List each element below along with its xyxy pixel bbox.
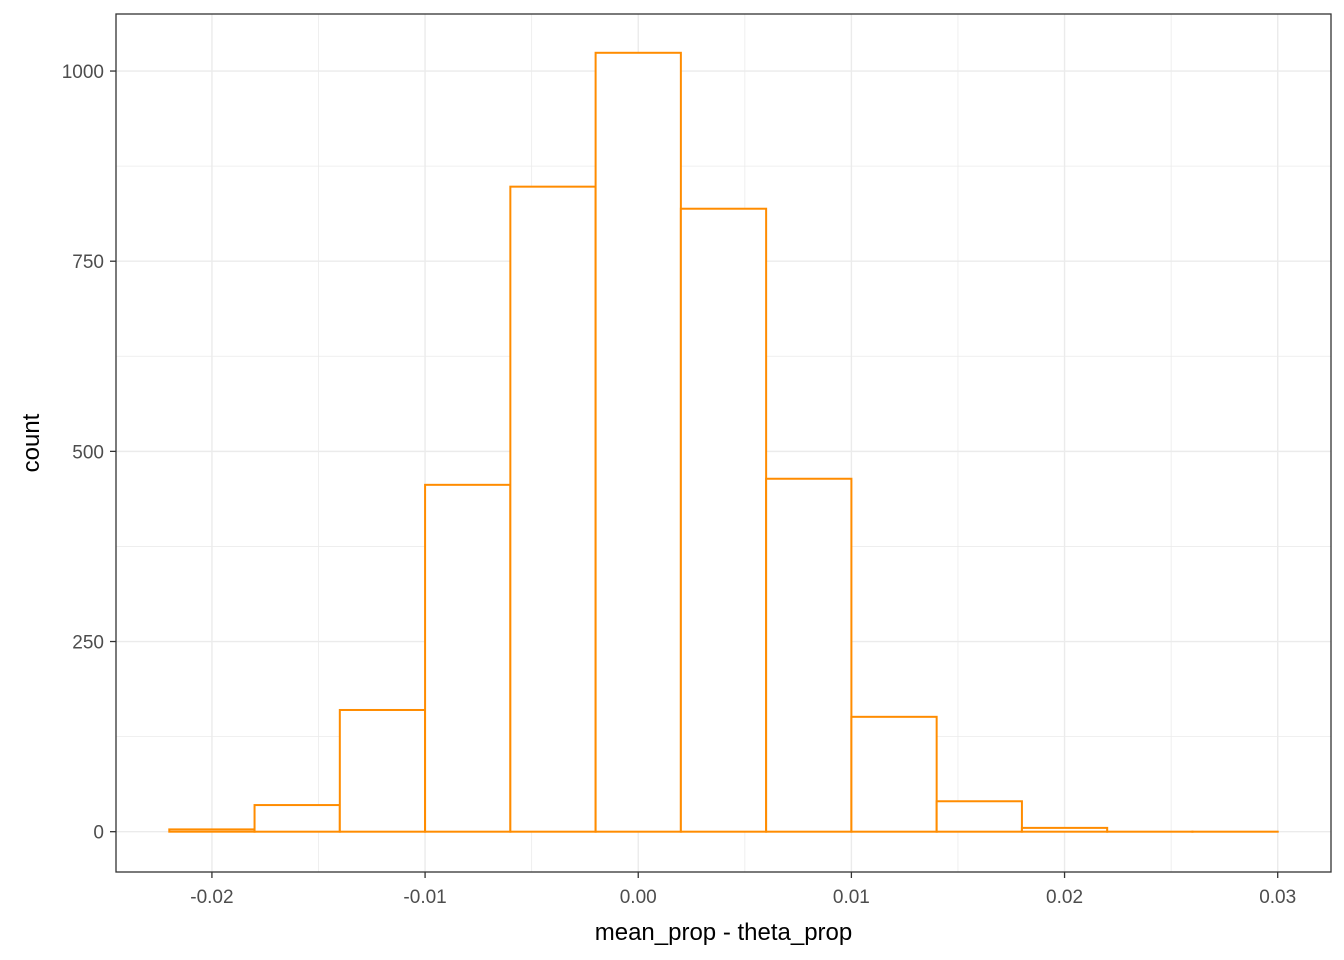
y-tick-label: 1000 xyxy=(62,62,104,83)
y-tick-label: 750 xyxy=(72,252,104,273)
y-tick-label: 500 xyxy=(72,442,104,463)
histogram-bar xyxy=(424,483,512,833)
x-axis-title: mean_prop - theta_prop xyxy=(595,919,853,946)
histogram-bar xyxy=(594,51,682,833)
y-tick-label: 0 xyxy=(93,823,104,844)
x-tick-label: 0.01 xyxy=(833,887,870,908)
y-axis: 0 250 500 750 1000 xyxy=(62,62,116,844)
x-tick-label: 0.00 xyxy=(620,887,657,908)
histogram-bars xyxy=(168,51,1279,833)
y-tick-label: 250 xyxy=(72,633,104,654)
x-tick-label: 0.02 xyxy=(1046,887,1083,908)
x-tick-label: -0.01 xyxy=(403,887,446,908)
histogram-bar xyxy=(253,804,341,833)
y-axis-title: count xyxy=(18,413,45,472)
panel-border xyxy=(115,13,1332,873)
histogram-bar xyxy=(509,185,597,833)
x-axis: -0.02 -0.01 0.00 0.01 0.02 0.03 xyxy=(190,872,1296,908)
histogram-bar xyxy=(935,800,1023,833)
histogram-bar xyxy=(765,477,853,833)
x-tick-label: 0.03 xyxy=(1259,887,1296,908)
histogram-bar xyxy=(679,207,768,833)
histogram-bar xyxy=(1020,826,1109,833)
histogram-bar xyxy=(168,828,256,833)
histogram-bar xyxy=(338,708,427,833)
x-tick-label: -0.02 xyxy=(190,887,233,908)
histogram-bar xyxy=(850,715,938,833)
